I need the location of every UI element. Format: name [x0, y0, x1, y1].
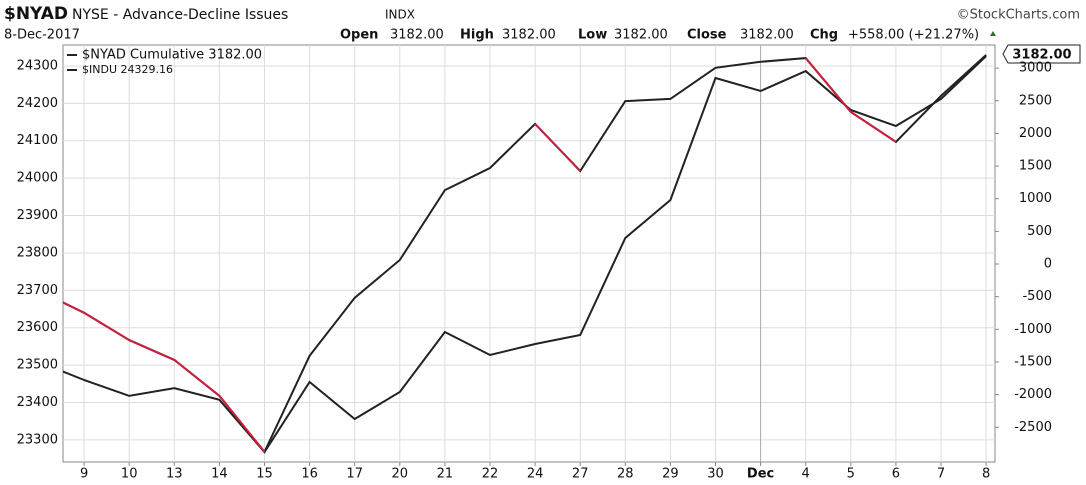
x-tick-label: 14 — [211, 467, 228, 482]
y-tick-label: 23600 — [17, 320, 58, 335]
last-value: 3182.00 — [1012, 48, 1071, 63]
down-segment — [83, 311, 130, 341]
y-tick-label: 23300 — [17, 432, 58, 447]
y2-tick-label: -2500 — [1014, 420, 1052, 435]
y-tick-label: 23900 — [17, 208, 58, 223]
quote-label: Open — [340, 28, 378, 43]
y2-tick-label: -1000 — [1014, 322, 1052, 337]
y2-tick-label: -1500 — [1014, 354, 1052, 369]
x-tick-label: 4 — [802, 467, 810, 482]
down-segment — [173, 359, 221, 397]
y2-tick-label: 2500 — [1019, 93, 1052, 108]
x-tick-label: 13 — [166, 467, 183, 482]
date: 8-Dec-2017 — [4, 28, 80, 43]
y2-tick-label: 1500 — [1019, 159, 1052, 174]
x-tick-label: 5 — [847, 467, 855, 482]
x-tick-label: 8 — [982, 467, 990, 482]
watermark: ©StockCharts.com — [957, 8, 1080, 23]
y2-tick-label: 1000 — [1019, 191, 1052, 206]
quote-label: Low — [578, 28, 607, 43]
x-tick-label: 29 — [662, 467, 679, 482]
quote-value: +558.00 (+21.27%) — [848, 28, 979, 43]
x-tick-label: 7 — [937, 467, 945, 482]
y-tick-label: 24300 — [17, 58, 58, 73]
up-arrow — [990, 31, 996, 36]
legend-label: $INDU 24329.16 — [82, 63, 173, 76]
x-tick-label: 28 — [617, 467, 634, 482]
down-segment — [63, 301, 85, 314]
plot-area — [62, 44, 996, 463]
down-segment — [804, 57, 852, 113]
series-line — [63, 55, 987, 454]
down-segment — [128, 339, 175, 361]
last-value-box — [1002, 44, 1081, 64]
quote-value: 3182.00 — [614, 28, 668, 43]
y2-tick-label: 3000 — [1019, 61, 1052, 76]
symbol: $NYAD — [4, 4, 68, 24]
x-tick-label: 30 — [707, 467, 724, 482]
quote-label: Chg — [810, 28, 838, 43]
x-tick-label: 20 — [392, 467, 409, 482]
down-segment — [534, 123, 581, 172]
x-tick-label: 6 — [892, 467, 900, 482]
x-tick-label: 22 — [482, 467, 499, 482]
x-tick-label: 27 — [572, 467, 589, 482]
y-tick-label: 23800 — [17, 245, 58, 260]
legend-label: $NYAD Cumulative 3182.00 — [82, 48, 262, 63]
y-tick-label: 24000 — [17, 171, 58, 186]
quote-value: 3182.00 — [740, 28, 794, 43]
x-tick-label: 17 — [346, 467, 363, 482]
y-tick-label: 24100 — [17, 133, 58, 148]
x-tick-label: 24 — [527, 467, 544, 482]
down-segment — [850, 111, 897, 143]
y2-tick-label: 0 — [1044, 257, 1052, 272]
y2-tick-label: 500 — [1027, 224, 1052, 239]
quote-value: 3182.00 — [390, 28, 444, 43]
quote-label: Close — [687, 28, 727, 43]
quote-value: 3182.00 — [502, 28, 556, 43]
y-tick-label: 23400 — [17, 395, 58, 410]
x-tick-label: Dec — [747, 467, 774, 482]
y2-tick-label: 2000 — [1019, 126, 1052, 141]
y-tick-label: 24200 — [17, 96, 58, 111]
y-tick-label: 23500 — [17, 358, 58, 373]
y2-tick-label: -2000 — [1014, 387, 1052, 402]
x-tick-label: 21 — [437, 467, 454, 482]
quote-label: High — [460, 28, 494, 43]
x-tick-label: 9 — [80, 467, 88, 482]
chart-title: NYSE - Advance-Decline Issues — [72, 7, 288, 23]
y-tick-label: 23700 — [17, 283, 58, 298]
exchange: INDX — [385, 8, 415, 22]
down-segment — [218, 395, 266, 453]
x-tick-label: 15 — [256, 467, 273, 482]
x-tick-label: 16 — [301, 467, 318, 482]
y2-tick-label: -500 — [1022, 289, 1052, 304]
x-tick-label: 10 — [121, 467, 138, 482]
